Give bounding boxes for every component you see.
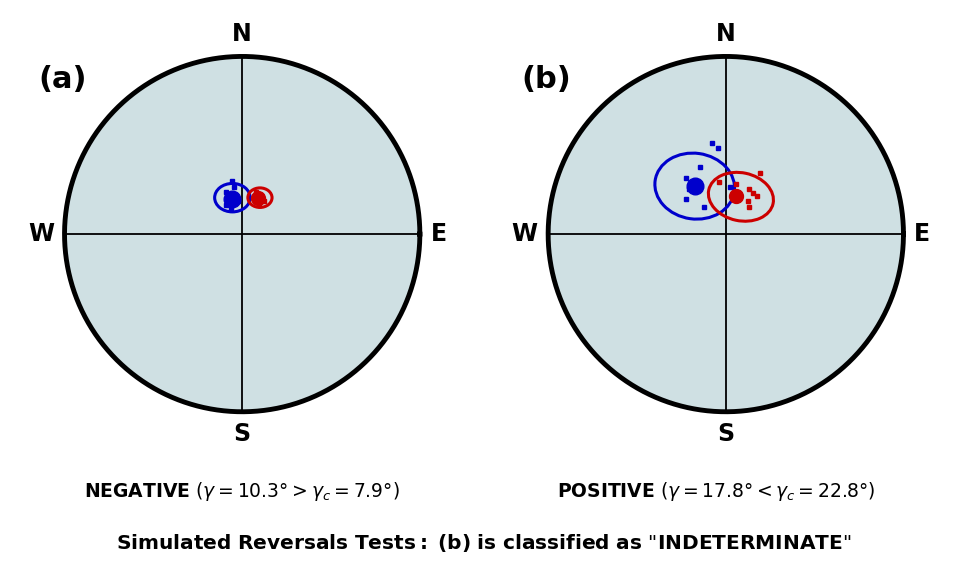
Text: S: S <box>233 423 251 446</box>
Text: N: N <box>232 22 252 46</box>
Polygon shape <box>548 57 903 412</box>
Text: E: E <box>914 222 930 246</box>
Text: N: N <box>716 22 736 46</box>
Text: W: W <box>28 222 54 246</box>
Text: $\mathbf{Simulated\ Reversals\ Tests:\ (b)\ is\ classified\ as\ \text{"}INDETERM: $\mathbf{Simulated\ Reversals\ Tests:\ (… <box>116 532 852 554</box>
Text: E: E <box>431 222 446 246</box>
Text: S: S <box>717 423 735 446</box>
Text: $\mathbf{POSITIVE}\ (\gamma = 17.8° < \gamma_c= 22.8°)$: $\mathbf{POSITIVE}\ (\gamma = 17.8° < \g… <box>557 480 876 503</box>
Polygon shape <box>65 57 420 412</box>
Text: (b): (b) <box>522 65 571 94</box>
Text: (a): (a) <box>38 65 86 94</box>
Text: W: W <box>511 222 537 246</box>
Text: $\mathbf{NEGATIVE}\ (\gamma = 10.3° > \gamma_c= 7.9°)$: $\mathbf{NEGATIVE}\ (\gamma = 10.3° > \g… <box>84 480 400 503</box>
